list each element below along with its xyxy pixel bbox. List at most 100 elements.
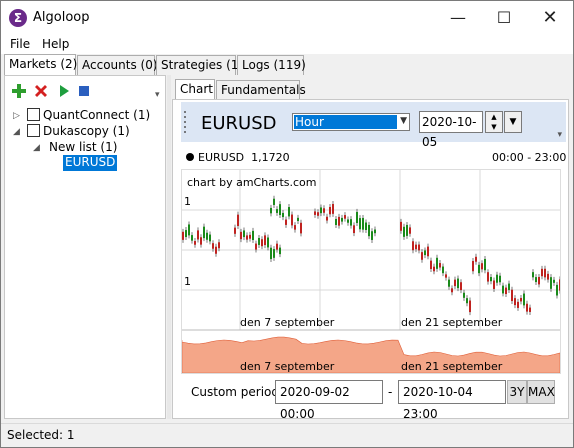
tree-item-dukascopy[interactable]: Dukascopy (1) [27,124,130,140]
tab-accounts[interactable]: Accounts (0) [77,55,158,75]
tree-item-quantconnect[interactable]: QuantConnect (1) [27,108,150,124]
candle [424,250,426,256]
candle [297,217,299,222]
candle [350,219,352,226]
checkbox[interactable] [27,108,40,121]
title-bar: Σ Algoloop — ☐ ✕ [1,1,573,34]
toolbar-overflow-icon[interactable]: ▾ [155,90,160,100]
tab-fundamentals[interactable]: Fundamentals [216,80,306,100]
chart-credit[interactable]: chart by amCharts.com [187,176,317,189]
candle [282,212,284,218]
candle [520,297,522,302]
resolution-combo[interactable]: Hour ▼ [292,113,410,131]
splitter[interactable] [167,75,171,419]
candle [430,260,432,270]
tab-markets[interactable]: Markets (2) [4,54,77,76]
period-from-input[interactable]: 2020-09-02 00:00 [275,380,383,421]
candle [538,276,540,285]
collapse-icon[interactable]: ◢ [33,143,40,153]
tree-item-label: QuantConnect (1) [43,108,151,122]
candle [264,235,266,246]
minimize-button[interactable]: — [450,8,466,27]
candle [243,230,245,238]
date-dropdown-button[interactable]: ▼ [504,111,522,133]
tab-strategies[interactable]: Strategies (1) [156,55,243,75]
x-tick-label: den 21 september [401,316,503,329]
chevron-down-icon: ▼ [400,116,407,126]
date-spinner[interactable]: ▲ ▼ [485,111,503,133]
candle [182,231,184,240]
candle [505,287,507,295]
candle [285,219,287,225]
candle [472,261,474,272]
candle [209,234,211,242]
candle [200,237,202,245]
stop-icon[interactable] [78,85,90,97]
candle [320,207,322,214]
toolbar-overflow-icon[interactable]: ▾ [557,130,562,140]
candle [249,234,251,239]
navigator-label: den 7 september [240,360,335,373]
candle [421,252,423,260]
candle [246,235,248,240]
candle [517,301,519,308]
period-3y-button[interactable]: 3Y [507,380,527,404]
candle [433,266,435,272]
delete-icon[interactable] [33,83,49,99]
menu-file[interactable]: File [10,37,31,51]
legend-dot-icon [186,153,194,161]
candle [261,239,263,247]
candle [203,226,205,239]
spin-down-icon[interactable]: ▼ [491,123,497,131]
collapse-icon[interactable]: ◢ [13,127,20,137]
menu-bar: File Help [1,34,573,54]
candle [270,207,272,214]
candle [341,217,343,222]
candle [463,292,465,298]
tab-chart[interactable]: Chart [175,79,215,101]
expand-icon[interactable]: ▷ [13,111,20,121]
date-field[interactable]: 2020-10-05 [419,111,483,149]
period-to-input[interactable]: 2020-10-04 23:00 [398,380,506,421]
candle [529,307,531,312]
tree-item-eurusd[interactable]: EURUSD [63,155,118,171]
candle [511,289,513,302]
chart-area[interactable]: chart by amCharts.com 1 1 den 7 septembe… [181,169,561,374]
candle [556,284,558,296]
spin-up-icon[interactable]: ▲ [491,113,497,121]
tree-item-label: Dukascopy (1) [43,124,130,138]
resolution-value: Hour [294,115,397,129]
candle [466,298,468,304]
candle [526,303,528,312]
menu-help[interactable]: Help [42,37,70,51]
period-max-button[interactable]: MAX [527,380,555,404]
tree-item-new-list[interactable]: New list (1) [49,140,118,154]
candle [218,242,220,249]
candle [335,218,337,226]
price-chart[interactable]: chart by amCharts.com 1 1 den 7 septembe… [182,170,560,373]
candle [215,246,217,254]
candle [344,215,346,219]
candle [481,263,483,270]
candle [191,235,193,241]
candle [359,218,361,230]
candle [329,206,331,215]
candle [276,243,278,250]
candle [484,258,486,271]
run-icon[interactable] [56,83,72,99]
checkbox[interactable] [27,124,40,137]
candle [267,237,269,248]
candle [234,227,236,234]
candle [270,247,272,260]
maximize-button[interactable]: ☐ [496,8,512,27]
x-tick-label: den 7 september [240,316,335,329]
candle [412,241,414,251]
candle [523,293,525,306]
close-button[interactable]: ✕ [542,7,558,28]
candle [365,222,367,231]
candle [541,268,543,277]
candle [487,272,489,282]
add-icon[interactable] [11,83,27,99]
tab-logs[interactable]: Logs (119) [237,55,306,75]
